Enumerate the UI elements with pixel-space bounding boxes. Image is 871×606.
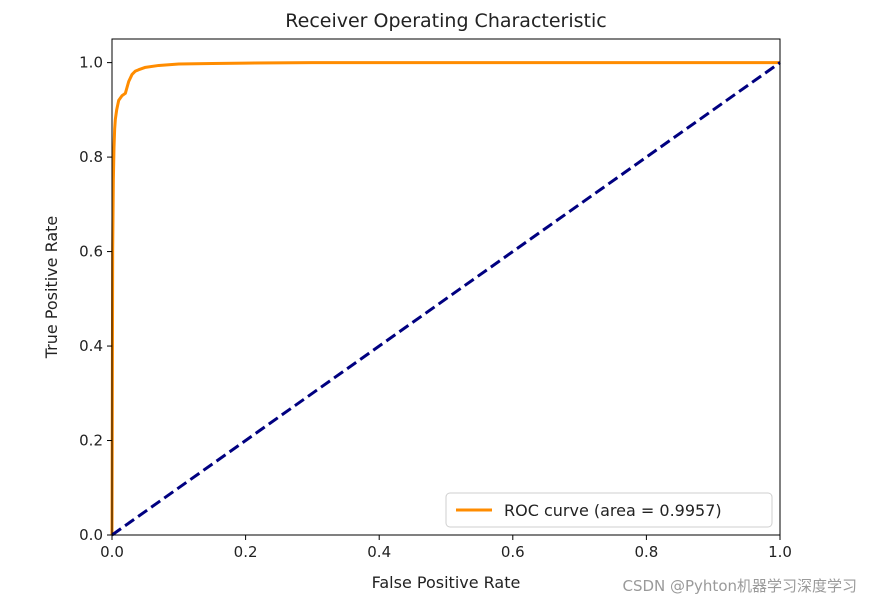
x-tick-label: 1.0 [768,543,792,561]
x-axis-label: False Positive Rate [372,573,521,592]
watermark: CSDN @Pyhton机器学习深度学习 [622,577,857,595]
y-tick-label: 0.8 [79,148,103,166]
x-tick-label: 0.4 [367,543,391,561]
legend [445,492,773,528]
y-tick-label: 0.0 [79,526,103,544]
plot-frame [111,38,781,536]
x-tick-label: 0.0 [100,543,124,561]
x-tick-label: 0.2 [234,543,258,561]
x-tick-label: 0.6 [501,543,525,561]
plot-area: 0.0 0.2 0.4 0.6 0.8 1.0 0.0 0.2 0.4 0.6 0.8 1.0 ROC … [79,38,792,561]
legend-label: ROC curve (area = 0.9957) [504,501,722,520]
y-tick-label: 1.0 [79,54,103,72]
y-tick-label: 0.4 [79,337,103,355]
y-tick-label: 0.6 [79,243,103,261]
y-axis-label: True Positive Rate [42,216,61,360]
y-tick-label: 0.2 [79,432,103,450]
diagonal-reference-line [111,61,781,537]
chart-title: Receiver Operating Characteristic [285,10,606,32]
roc-curve-line [110,61,780,536]
x-tick-label: 0.8 [634,543,658,561]
